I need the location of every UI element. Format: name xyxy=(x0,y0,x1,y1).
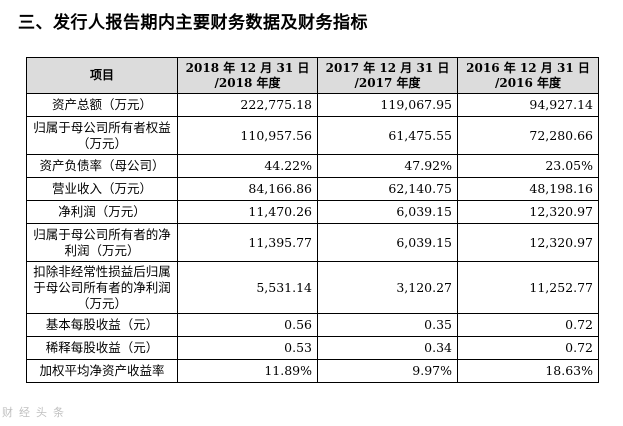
cell-2018: 11,470.26 xyxy=(177,200,318,224)
row-label: 净利润（万元） xyxy=(26,200,178,224)
row-label: 稀释每股收益（元） xyxy=(26,336,178,360)
column-header-item: 项目 xyxy=(26,57,178,94)
row-label: 加权平均净资产收益率 xyxy=(26,359,178,383)
table-row: 归属于母公司所有者权益（万元） 110,957.56 61,475.55 72,… xyxy=(26,116,599,155)
cell-2017: 61,475.55 xyxy=(317,116,458,155)
table-row: 资产负债率（母公司） 44.22% 47.92% 23.05% xyxy=(26,154,599,178)
financial-data-table: 项目 2018 年 12 月 31 日/2018 年度 2017 年 12 月 … xyxy=(26,57,599,383)
cell-2016: 18.63% xyxy=(457,359,599,383)
row-label: 归属于母公司所有者的净利润（万元） xyxy=(26,223,178,262)
cell-2016: 12,320.97 xyxy=(457,200,599,224)
cell-2017: 6,039.15 xyxy=(317,223,458,262)
cell-2016: 12,320.97 xyxy=(457,223,599,262)
cell-2018: 44.22% xyxy=(177,154,318,178)
row-label: 资产总额（万元） xyxy=(26,93,178,117)
row-label: 营业收入（万元） xyxy=(26,177,178,201)
cell-2017: 6,039.15 xyxy=(317,200,458,224)
column-header-2016: 2016 年 12 月 31 日/2016 年度 xyxy=(457,57,599,94)
table-row: 稀释每股收益（元） 0.53 0.34 0.72 xyxy=(26,336,599,360)
row-label: 归属于母公司所有者权益（万元） xyxy=(26,116,178,155)
watermark: 财经头条 xyxy=(2,406,70,419)
cell-2017: 47.92% xyxy=(317,154,458,178)
cell-2017: 62,140.75 xyxy=(317,177,458,201)
cell-2018: 110,957.56 xyxy=(177,116,318,155)
table-header-row: 项目 2018 年 12 月 31 日/2018 年度 2017 年 12 月 … xyxy=(26,57,599,94)
cell-2017: 3,120.27 xyxy=(317,261,458,314)
cell-2017: 9.97% xyxy=(317,359,458,383)
column-header-2017: 2017 年 12 月 31 日/2017 年度 xyxy=(317,57,458,94)
cell-2016: 48,198.16 xyxy=(457,177,599,201)
cell-2016: 72,280.66 xyxy=(457,116,599,155)
cell-2016: 0.72 xyxy=(457,313,599,337)
cell-2018: 5,531.14 xyxy=(177,261,318,314)
table-row: 归属于母公司所有者的净利润（万元） 11,395.77 6,039.15 12,… xyxy=(26,223,599,262)
cell-2016: 23.05% xyxy=(457,154,599,178)
table-row: 扣除非经常性损益后归属于母公司所有者的净利润（万元） 5,531.14 3,12… xyxy=(26,261,599,314)
section-heading: 三、发行人报告期内主要财务数据及财务指标 xyxy=(18,13,368,33)
column-header-2018: 2018 年 12 月 31 日/2018 年度 xyxy=(177,57,318,94)
table-row: 营业收入（万元） 84,166.86 62,140.75 48,198.16 xyxy=(26,177,599,201)
cell-2016: 11,252.77 xyxy=(457,261,599,314)
table-row: 基本每股收益（元） 0.56 0.35 0.72 xyxy=(26,313,599,337)
cell-2016: 0.72 xyxy=(457,336,599,360)
cell-2017: 0.34 xyxy=(317,336,458,360)
table-row: 资产总额（万元） 222,775.18 119,067.95 94,927.14 xyxy=(26,93,599,117)
cell-2018: 0.53 xyxy=(177,336,318,360)
cell-2018: 0.56 xyxy=(177,313,318,337)
row-label: 资产负债率（母公司） xyxy=(26,154,178,178)
table-row: 加权平均净资产收益率 11.89% 9.97% 18.63% xyxy=(26,359,599,383)
cell-2018: 11.89% xyxy=(177,359,318,383)
cell-2017: 119,067.95 xyxy=(317,93,458,117)
cell-2018: 84,166.86 xyxy=(177,177,318,201)
cell-2018: 11,395.77 xyxy=(177,223,318,262)
row-label: 基本每股收益（元） xyxy=(26,313,178,337)
table-row: 净利润（万元） 11,470.26 6,039.15 12,320.97 xyxy=(26,200,599,224)
cell-2018: 222,775.18 xyxy=(177,93,318,117)
row-label: 扣除非经常性损益后归属于母公司所有者的净利润（万元） xyxy=(26,261,178,314)
cell-2017: 0.35 xyxy=(317,313,458,337)
cell-2016: 94,927.14 xyxy=(457,93,599,117)
